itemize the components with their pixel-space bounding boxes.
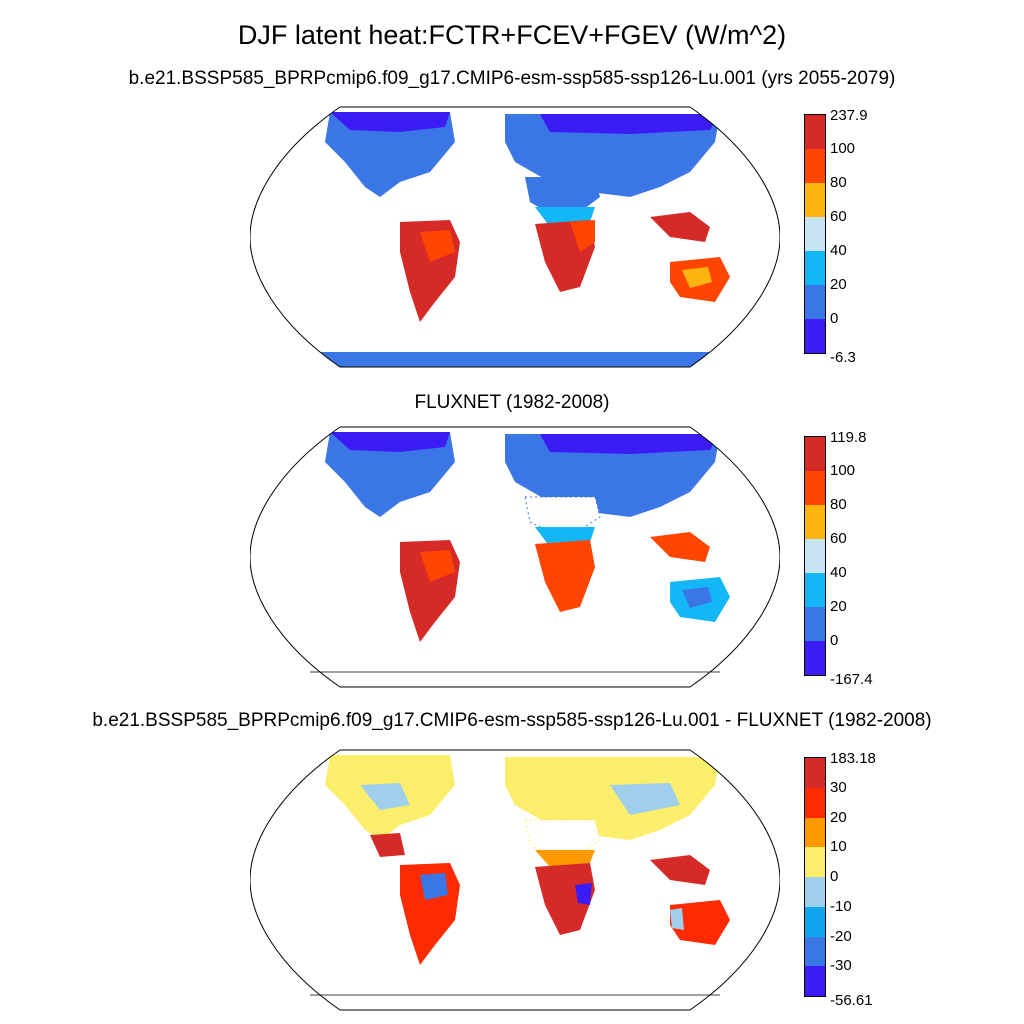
panel-1-colorbar-labels: 237.9 100 80 60 40 20 0 -6.3 [830,108,910,365]
colorbar-segment [805,217,825,251]
colorbar-label: 60 [830,530,847,547]
colorbar-segment [805,285,825,319]
colorbar-segment [805,573,825,607]
east-africa-region [570,220,595,252]
map-outline [250,749,780,1011]
colorbar-label: 60 [830,208,847,225]
colorbar-segment [805,877,825,907]
north-america-north-region [330,432,450,452]
colorbar-label: -20 [830,927,852,945]
panel-3-colorbar [804,757,826,997]
colorbar-segment [805,251,825,285]
panel-3-title: b.e21.BSSP585_BPRPcmip6.f09_g17.CMIP6-es… [92,710,932,731]
colorbar-segment [805,966,825,996]
colorbar-label: 0 [830,632,839,649]
colorbar-label: 40 [830,242,847,259]
amazon-negative-region [420,873,448,900]
south-america-east-region [420,550,455,582]
map-outline [250,426,780,688]
eurasia-region [505,114,720,197]
panel-2-colorbar [804,436,826,676]
north-america-region [325,432,455,517]
colorbar-label: 0 [830,310,839,327]
panel-1-title: b.e21.BSSP585_BPRPcmip6.f09_g17.CMIP6-es… [128,68,896,89]
sahara-missing-region [524,819,601,856]
main-title: DJF latent heat:FCTR+FCEV+FGEV (W/m^2) [237,20,787,50]
southeast-asia-region [650,855,710,885]
sahel-region [535,850,595,867]
australia-interior-region [682,587,712,608]
eurasia-north-region [540,434,720,454]
colorbar-segment [805,115,825,149]
colorbar-label: 80 [830,496,847,513]
colorbar-label: 20 [830,276,847,293]
eurasia-region [505,434,720,517]
map-outline [250,106,780,368]
south-america-east-region [420,230,455,262]
colorbar-segment [805,149,825,183]
colorbar-label: 0 [830,868,839,885]
colorbar-label: 237.9 [830,107,868,124]
colorbar-label: 100 [830,140,856,157]
colorbar-label: -167.4 [830,671,873,688]
central-africa-region [535,540,595,612]
colorbar-label: -6.3 [830,349,856,366]
panel-2-title: FLUXNET (1982-2008) [414,392,610,413]
eurasia-north-region [540,114,720,134]
colorbar-label: 119.8 [830,429,867,446]
colorbar-segment [805,641,825,675]
panel-1-map [250,106,780,368]
colorbar-segment [805,319,825,353]
colorbar-segment [805,505,825,539]
colorbar-segment [805,471,825,505]
colorbar-segment [805,539,825,573]
colorbar-label: 30 [830,778,847,796]
east-africa-negative-region [575,883,592,905]
colorbar-segment [805,847,825,877]
panel-1-colorbar [804,114,826,354]
sahara-region [525,177,600,214]
colorbar-segment [805,607,825,641]
colorbar-label: 20 [830,598,847,615]
colorbar-label: 20 [830,808,847,826]
eurasia-patch-region [610,783,680,815]
colorbar-label: 10 [830,838,847,856]
colorbar-label: -56.61 [830,992,873,1009]
sahara-missing-region [524,496,601,533]
colorbar-label: -30 [830,957,852,975]
colorbar-segment [805,758,825,788]
colorbar-segment [805,936,825,967]
antarctica-region [300,352,730,367]
central-america-region [370,833,405,857]
north-america-north-region [330,112,450,132]
colorbar-label: -10 [830,897,852,915]
australia-west-region [670,908,684,930]
north-america-region [325,112,455,197]
panel-2-map [250,426,780,688]
southeast-asia-region [650,532,710,562]
panel-3-colorbar-labels: 183.18 30 20 10 0 -10 -20 -30 -56.61 [830,751,910,1008]
colorbar-segment [805,787,825,818]
central-africa-region [535,863,595,935]
north-america-patch-region [360,783,410,810]
colorbar-label: 40 [830,564,847,581]
colorbar-label: 80 [830,174,847,191]
panel-2-colorbar-labels: 119.8 100 80 60 40 20 0 -167.4 [830,430,910,687]
colorbar-segment [805,183,825,217]
australia-interior-region [682,267,712,288]
australia-region [670,900,730,945]
southeast-asia-region [650,212,710,242]
colorbar-segment [805,906,825,937]
colorbar-label: 183.18 [830,750,876,767]
colorbar-segment [805,817,825,848]
colorbar-segment [805,437,825,471]
colorbar-label: 100 [830,462,856,479]
panel-3-map [250,749,780,1011]
eurasia-region [505,757,720,840]
